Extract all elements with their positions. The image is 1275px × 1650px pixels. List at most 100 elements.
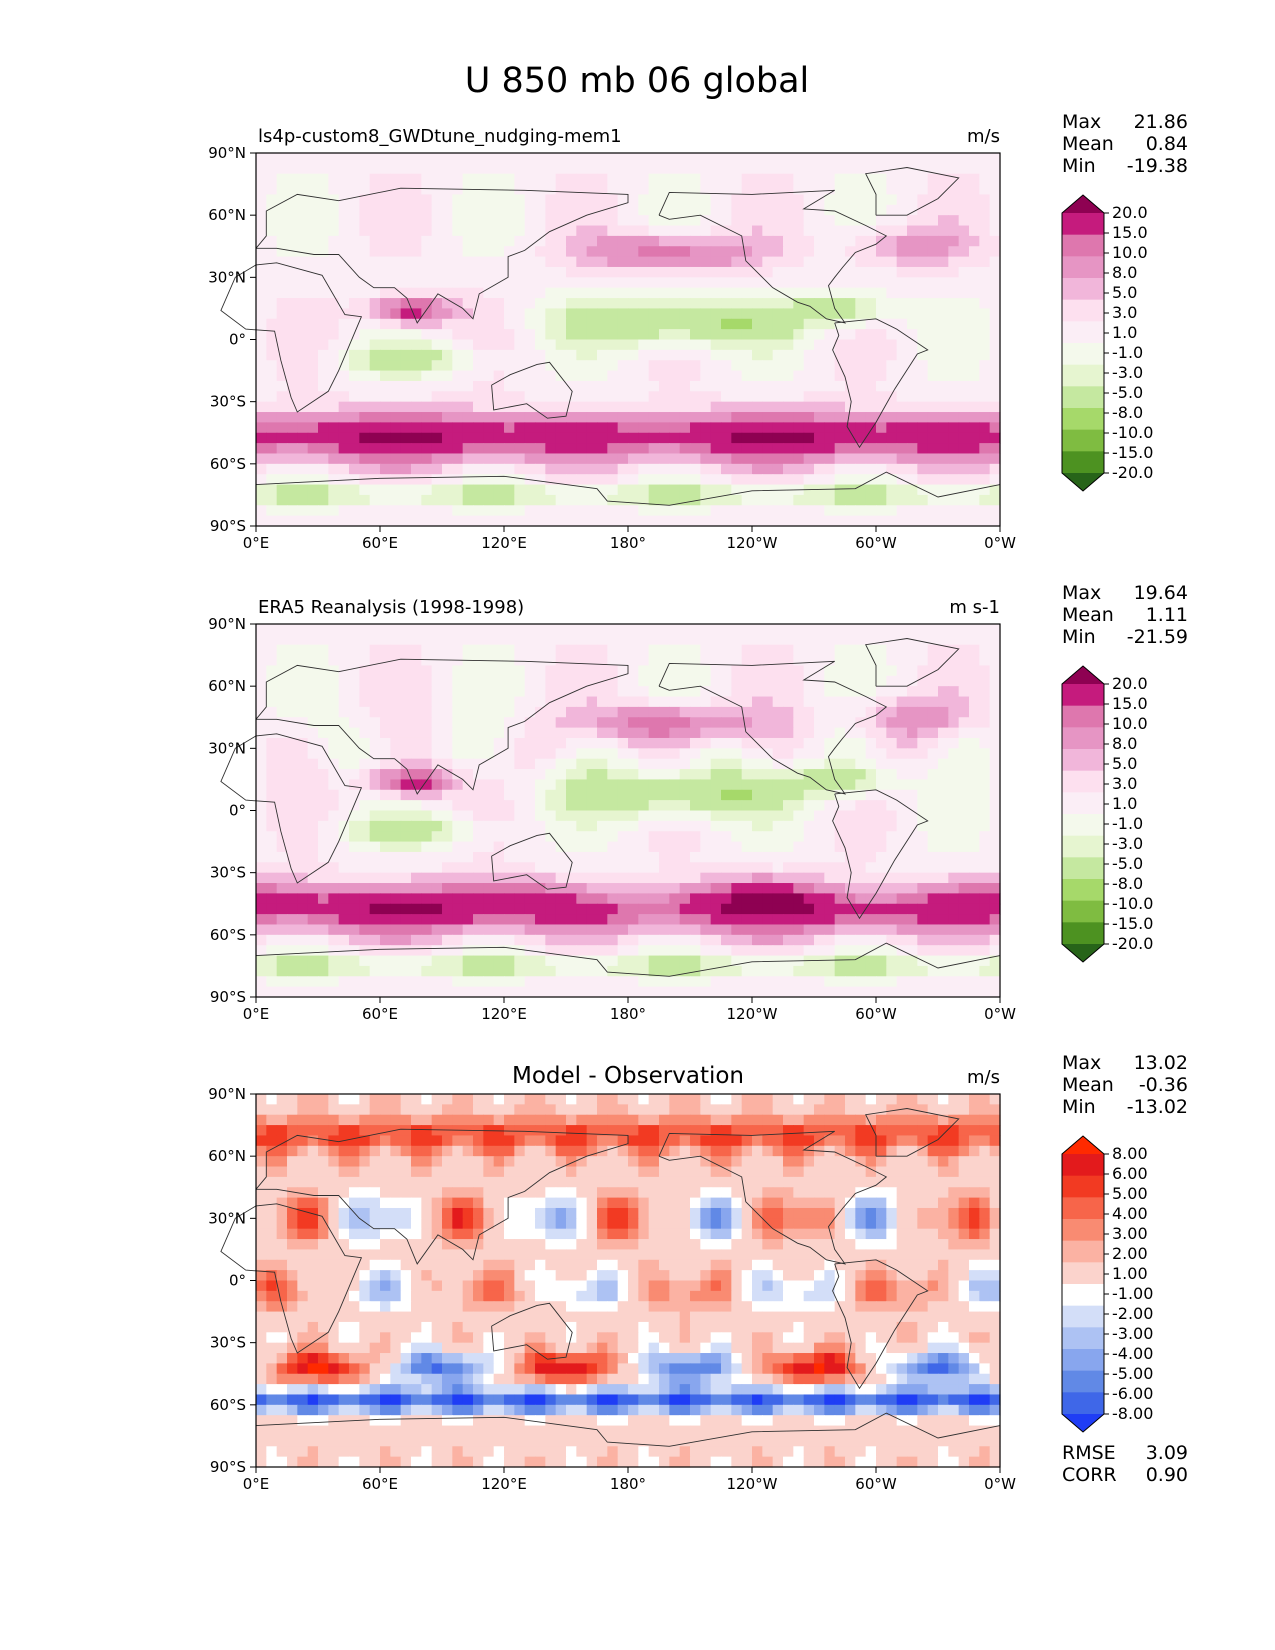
field-cell [638, 349, 650, 361]
field-cell [793, 401, 805, 413]
field-cell [793, 215, 805, 227]
field-cell [731, 831, 743, 843]
field-cell [917, 686, 929, 698]
field-cell [917, 820, 929, 832]
field-cell [297, 515, 309, 527]
field-cell [938, 800, 949, 812]
field-cell [721, 277, 732, 289]
field-cell [979, 675, 991, 687]
field-cell [328, 851, 340, 863]
field-cell [566, 675, 577, 687]
field-cell [793, 360, 805, 372]
field-cell [752, 401, 763, 413]
field-cell [834, 789, 846, 801]
field-cell [607, 893, 619, 905]
field-cell [917, 831, 929, 843]
field-cell [917, 184, 929, 196]
field-cell [473, 204, 484, 216]
field-cell [307, 872, 319, 884]
field-cell [700, 634, 712, 646]
field-cell [907, 686, 918, 698]
field-cell [752, 256, 763, 268]
field-cell [411, 872, 422, 884]
field-cell [638, 432, 650, 444]
field-cell [431, 225, 443, 237]
field-cell [287, 163, 298, 175]
field-cell [979, 318, 991, 330]
field-cell [948, 204, 960, 216]
field-cell [380, 696, 391, 708]
field-cell [359, 914, 371, 926]
field-cell [493, 758, 505, 770]
field-cell [989, 810, 1001, 822]
field-cell [876, 769, 887, 781]
field-cell [762, 318, 774, 330]
colorbar-tick-label: 8.0 [1112, 263, 1137, 282]
field-cell [566, 349, 577, 361]
field-cell [958, 717, 970, 729]
field-cell [979, 841, 991, 853]
field-cell [380, 737, 391, 749]
field-cell [710, 841, 722, 853]
field-cell [710, 779, 722, 791]
field-cell [607, 318, 619, 330]
field-cell [752, 675, 763, 687]
field-cell [628, 277, 639, 289]
x-tick-label: 120°E [481, 534, 527, 552]
field-cell [493, 515, 505, 527]
field-cell [865, 443, 877, 455]
field-cell [659, 945, 670, 957]
field-cell [834, 474, 846, 486]
field-cell [555, 173, 567, 185]
field-cell [535, 505, 546, 517]
field-cell [721, 748, 732, 760]
field-cell [576, 893, 588, 905]
field-cell [783, 339, 794, 351]
field-cell [297, 696, 309, 708]
field-cell [297, 810, 309, 822]
field-cell [266, 893, 278, 905]
field-cell [318, 945, 329, 957]
field-cell [731, 717, 743, 729]
field-cell [266, 810, 278, 822]
field-cell [349, 173, 360, 185]
field-cell [318, 339, 329, 351]
colorbar-bin [1062, 429, 1104, 452]
field-cell [834, 225, 846, 237]
field-cell [876, 463, 887, 475]
field-cell [648, 246, 660, 258]
field-cell [369, 225, 381, 237]
field-cell [514, 851, 526, 863]
field-cell [266, 851, 278, 863]
field-cell [318, 153, 329, 164]
field-cell [576, 945, 588, 957]
field-cell [483, 706, 495, 718]
field-cell [566, 339, 577, 351]
field-cell [927, 173, 939, 185]
field-cell [328, 494, 340, 506]
field-cell [349, 153, 360, 164]
field-cell [876, 505, 887, 517]
field-cell [721, 163, 732, 175]
field-cell [473, 831, 484, 843]
field-cell [927, 204, 939, 216]
field-cell [783, 800, 794, 812]
field-cell [545, 204, 557, 216]
field-cell [504, 862, 515, 874]
field-cell [545, 934, 557, 946]
field-cell [638, 820, 650, 832]
field-cell [400, 810, 412, 822]
field-cell [865, 153, 877, 164]
field-cell [256, 463, 267, 475]
field-cell [431, 235, 443, 247]
field-cell [411, 686, 422, 698]
field-cell [814, 696, 825, 708]
field-cell [948, 883, 960, 894]
field-cell [907, 914, 918, 926]
field-cell [431, 380, 443, 392]
field-cell [783, 862, 794, 874]
field-cell [421, 391, 433, 403]
field-cell [442, 173, 453, 185]
field-cell [721, 246, 732, 258]
field-cell [493, 779, 505, 791]
